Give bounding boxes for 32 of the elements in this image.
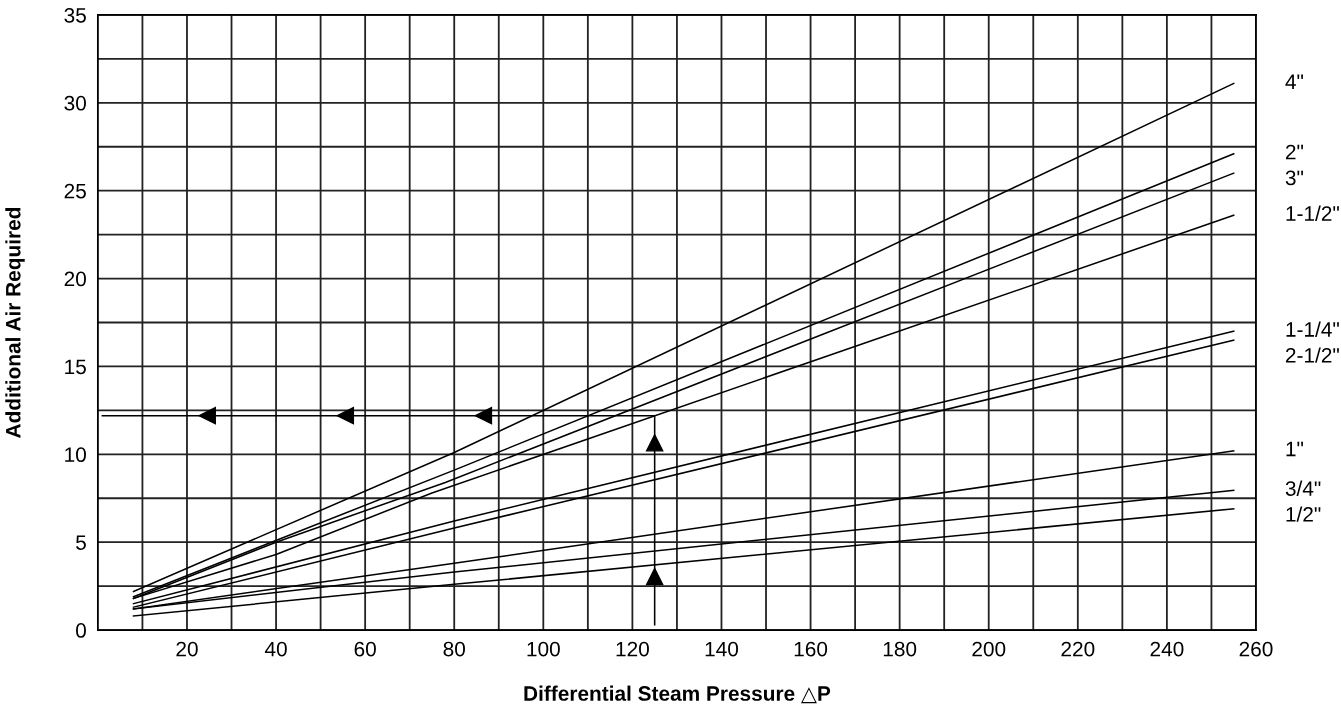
text: 1/2" [1286,506,1321,522]
x-tick-label: 80 [443,641,465,657]
x-tick-label: 40 [264,641,287,657]
x-tick-label: 260 [1239,641,1273,657]
y-tick-label: 35 [64,7,86,23]
y-tick-label: 5 [76,535,86,550]
y-axis-title: Additional Air Required [5,207,25,438]
x-tick-label: 240 [1150,641,1184,657]
x-tick-label: 180 [883,641,917,657]
text: 4" [1285,74,1304,89]
y-tick-label: 25 [64,183,86,199]
text: 3" [1285,170,1304,186]
y-tick-label: 20 [64,271,86,287]
text: 2" [1285,144,1304,160]
x-tick-label: 220 [1061,641,1095,657]
y-tick-label: 10 [65,447,86,463]
x-tick-label: 160 [794,641,828,657]
y-tick-label: 30 [64,95,86,111]
text: 1-1/4" [1286,321,1339,337]
text: 1-1/2" [1286,205,1339,221]
text: 3/4" [1285,480,1321,496]
x-tick-label: 20 [176,641,198,657]
x-axis-title: Differential Steam Pressure △P [524,685,831,704]
text: 1" [1286,441,1304,457]
y-tick-label: 0 [76,623,86,638]
x-tick-label: 120 [616,641,649,657]
x-tick-label: 60 [354,641,376,657]
x-tick-label: 200 [972,641,1006,657]
text: 2-1/2" [1285,347,1339,363]
y-tick-label: 15 [65,359,86,375]
x-tick-label: 140 [705,641,739,657]
x-tick-label: 100 [527,641,560,657]
